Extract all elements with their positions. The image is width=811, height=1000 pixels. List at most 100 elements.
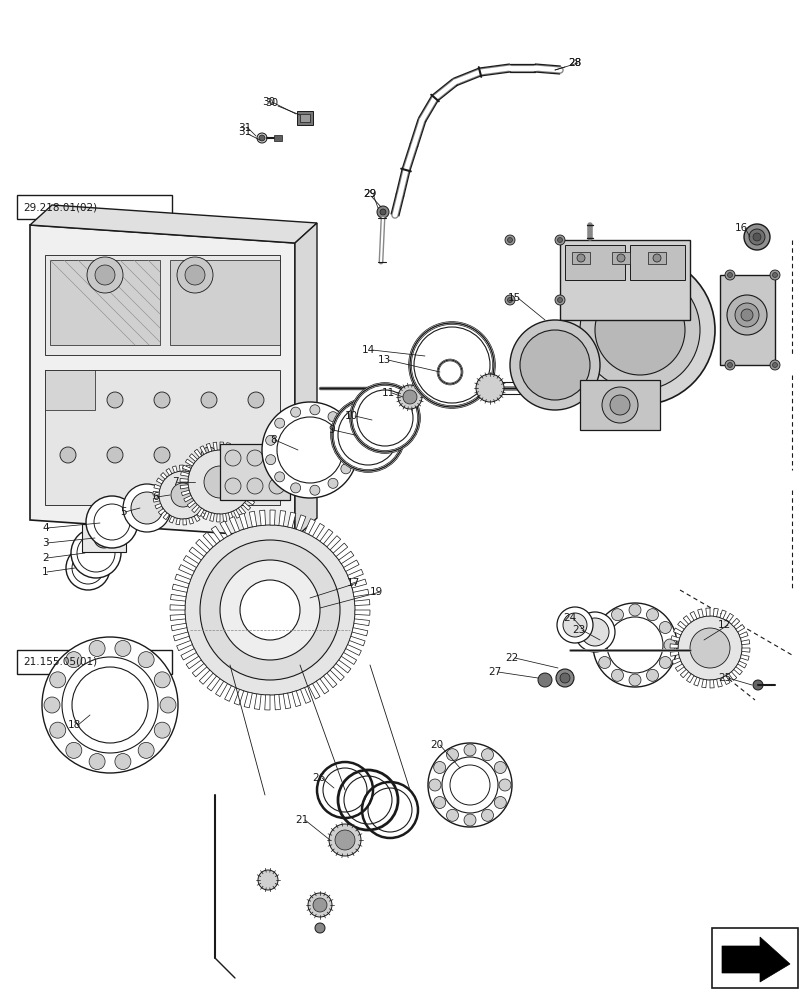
- Circle shape: [689, 628, 729, 668]
- Polygon shape: [195, 539, 209, 553]
- Circle shape: [724, 360, 734, 370]
- Circle shape: [155, 326, 173, 344]
- Circle shape: [557, 237, 562, 242]
- Polygon shape: [349, 636, 365, 646]
- Circle shape: [247, 447, 264, 463]
- Text: 18: 18: [68, 720, 81, 730]
- Circle shape: [509, 320, 599, 410]
- Text: 30: 30: [262, 97, 275, 107]
- Polygon shape: [234, 689, 243, 705]
- Polygon shape: [222, 514, 226, 522]
- Bar: [560, 240, 689, 320]
- Circle shape: [262, 402, 358, 498]
- Circle shape: [155, 381, 173, 399]
- Polygon shape: [735, 624, 744, 632]
- Bar: [169, 260, 280, 345]
- Polygon shape: [165, 468, 172, 475]
- Circle shape: [437, 360, 461, 384]
- Circle shape: [315, 923, 324, 933]
- Circle shape: [72, 667, 148, 743]
- Bar: [719, 275, 774, 365]
- Circle shape: [202, 381, 220, 399]
- Polygon shape: [206, 488, 212, 492]
- Circle shape: [562, 613, 586, 637]
- Bar: [220, 444, 290, 500]
- Polygon shape: [229, 517, 239, 532]
- Circle shape: [171, 483, 195, 507]
- Polygon shape: [211, 526, 223, 541]
- Circle shape: [428, 779, 440, 791]
- Polygon shape: [191, 467, 197, 474]
- Circle shape: [335, 830, 354, 850]
- Polygon shape: [316, 679, 328, 694]
- Polygon shape: [336, 660, 350, 673]
- Polygon shape: [169, 605, 185, 610]
- Text: 9: 9: [328, 425, 334, 435]
- Polygon shape: [203, 511, 208, 520]
- Polygon shape: [669, 651, 678, 656]
- Polygon shape: [721, 937, 789, 982]
- Polygon shape: [230, 444, 237, 453]
- Circle shape: [345, 445, 355, 455]
- Text: 10: 10: [345, 411, 358, 421]
- Circle shape: [629, 604, 640, 616]
- Circle shape: [86, 496, 138, 548]
- Polygon shape: [353, 589, 368, 597]
- Polygon shape: [183, 496, 192, 502]
- Polygon shape: [689, 611, 696, 620]
- Polygon shape: [264, 695, 270, 710]
- Polygon shape: [672, 628, 681, 635]
- Polygon shape: [203, 506, 209, 512]
- Polygon shape: [343, 560, 358, 571]
- Circle shape: [771, 362, 777, 367]
- Polygon shape: [345, 645, 361, 655]
- Polygon shape: [327, 536, 341, 550]
- Circle shape: [594, 285, 684, 375]
- Circle shape: [247, 450, 263, 466]
- Circle shape: [554, 235, 564, 245]
- Text: 14: 14: [362, 345, 375, 355]
- Circle shape: [337, 405, 397, 465]
- Polygon shape: [731, 618, 739, 627]
- Polygon shape: [350, 579, 366, 588]
- Text: 13: 13: [378, 355, 391, 365]
- Polygon shape: [728, 672, 736, 680]
- Polygon shape: [254, 694, 261, 709]
- Polygon shape: [701, 679, 706, 688]
- Circle shape: [652, 254, 660, 262]
- Circle shape: [200, 540, 340, 680]
- Circle shape: [748, 229, 764, 245]
- Circle shape: [107, 392, 122, 408]
- Polygon shape: [189, 547, 204, 560]
- Polygon shape: [181, 649, 196, 660]
- Circle shape: [131, 492, 163, 524]
- Text: 23: 23: [571, 625, 585, 635]
- Polygon shape: [188, 517, 193, 524]
- Circle shape: [247, 478, 263, 494]
- Polygon shape: [215, 681, 227, 697]
- Polygon shape: [733, 667, 741, 675]
- Circle shape: [481, 749, 493, 761]
- Polygon shape: [242, 503, 251, 510]
- Circle shape: [204, 466, 236, 498]
- Circle shape: [249, 326, 267, 344]
- Circle shape: [159, 471, 207, 519]
- Circle shape: [659, 621, 671, 634]
- Circle shape: [433, 762, 445, 774]
- Polygon shape: [713, 608, 718, 617]
- Circle shape: [49, 672, 66, 688]
- Text: 29: 29: [363, 189, 375, 199]
- Text: 24: 24: [562, 613, 576, 623]
- Circle shape: [494, 796, 506, 808]
- Bar: [571, 252, 590, 264]
- Polygon shape: [212, 442, 217, 450]
- Polygon shape: [669, 644, 677, 648]
- Circle shape: [581, 618, 608, 646]
- Polygon shape: [174, 574, 191, 584]
- Circle shape: [554, 295, 564, 305]
- Circle shape: [481, 809, 493, 821]
- Polygon shape: [153, 498, 160, 502]
- Text: 1: 1: [42, 567, 49, 577]
- Circle shape: [61, 326, 79, 344]
- Circle shape: [564, 255, 714, 405]
